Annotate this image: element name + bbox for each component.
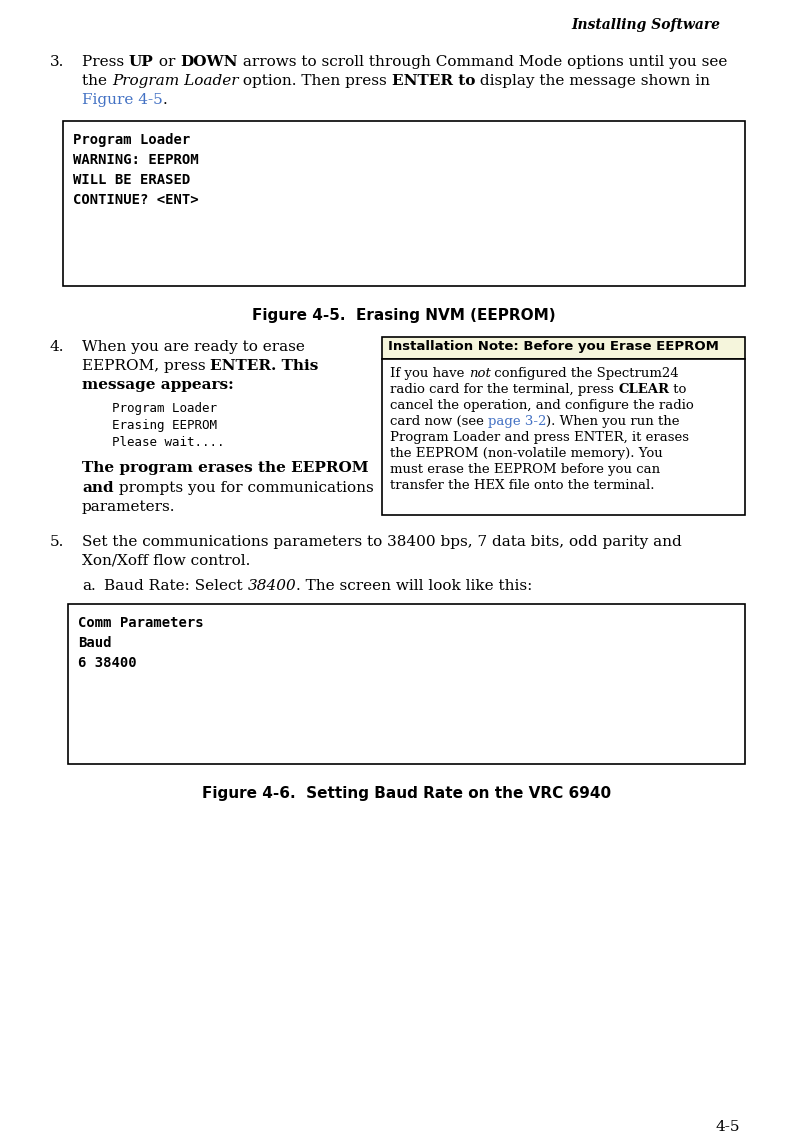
Text: Set the communications parameters to 38400 bps, 7 data bits, odd parity and: Set the communications parameters to 384… — [82, 534, 682, 549]
Text: message appears:: message appears: — [82, 378, 234, 392]
Text: UP: UP — [129, 55, 153, 69]
Text: Figure 4-5.  Erasing NVM (EEPROM): Figure 4-5. Erasing NVM (EEPROM) — [252, 308, 556, 323]
Bar — [63, 121, 745, 286]
Text: WARNING: EEPROM: WARNING: EEPROM — [73, 153, 198, 167]
Text: 5.: 5. — [50, 534, 65, 549]
Text: to: to — [669, 383, 686, 396]
Text: Figure 4-5: Figure 4-5 — [82, 93, 163, 107]
Text: Comm Parameters: Comm Parameters — [78, 616, 204, 630]
Text: 6 38400: 6 38400 — [78, 656, 137, 670]
Text: display the message shown in: display the message shown in — [475, 74, 711, 88]
Text: Baud Rate: Select: Baud Rate: Select — [104, 579, 247, 593]
Text: arrows to scroll through Command Mode options until you see: arrows to scroll through Command Mode op… — [238, 55, 727, 69]
Text: the EEPROM (non-volatile memory). You: the EEPROM (non-volatile memory). You — [390, 447, 663, 460]
Text: configured the Spectrum24: configured the Spectrum24 — [490, 367, 679, 380]
Text: ). When you run the: ). When you run the — [546, 415, 680, 428]
Text: 38400: 38400 — [247, 579, 296, 593]
Text: or: or — [153, 55, 180, 69]
Text: EEPROM, press: EEPROM, press — [82, 359, 210, 373]
Text: must erase the EEPROM before you can: must erase the EEPROM before you can — [390, 463, 660, 476]
Text: CLEAR: CLEAR — [618, 383, 669, 396]
Text: Installing Software: Installing Software — [571, 18, 720, 32]
Bar — [68, 604, 745, 764]
Text: page 3-2: page 3-2 — [488, 415, 546, 428]
Text: and: and — [82, 481, 113, 494]
Text: 4.: 4. — [50, 340, 65, 354]
Text: WILL BE ERASED: WILL BE ERASED — [73, 172, 190, 187]
Text: option. Then press: option. Then press — [238, 74, 392, 88]
Bar — [382, 359, 745, 515]
Text: Installation Note: Before you Erase EEPROM: Installation Note: Before you Erase EEPR… — [388, 340, 719, 353]
Text: .: . — [163, 93, 168, 107]
Text: Program Loader: Program Loader — [73, 132, 190, 147]
Text: parameters.: parameters. — [82, 500, 176, 514]
Text: the: the — [82, 74, 112, 88]
Text: ENTER. This: ENTER. This — [210, 359, 319, 373]
Text: Erasing EEPROM: Erasing EEPROM — [112, 419, 217, 432]
Text: a.: a. — [82, 579, 96, 593]
Text: CONTINUE? <ENT>: CONTINUE? <ENT> — [73, 193, 198, 207]
Text: The program erases the EEPROM: The program erases the EEPROM — [82, 461, 368, 475]
Text: 3.: 3. — [50, 55, 65, 69]
Text: 4-5: 4-5 — [715, 1120, 740, 1134]
Text: Figure 4-6.  Setting Baud Rate on the VRC 6940: Figure 4-6. Setting Baud Rate on the VRC… — [202, 786, 611, 801]
Text: If you have: If you have — [390, 367, 468, 380]
Text: Xon/Xoff flow control.: Xon/Xoff flow control. — [82, 554, 250, 568]
Text: Baud: Baud — [78, 636, 112, 650]
Text: ENTER to: ENTER to — [392, 74, 475, 88]
Text: card now (see: card now (see — [390, 415, 488, 428]
Text: Program Loader and press ENTER, it erases: Program Loader and press ENTER, it erase… — [390, 431, 689, 444]
Text: prompts you for communications: prompts you for communications — [113, 481, 373, 494]
Text: When you are ready to erase: When you are ready to erase — [82, 340, 305, 354]
Text: DOWN: DOWN — [180, 55, 238, 69]
Text: Program Loader: Program Loader — [112, 402, 217, 415]
Text: Press: Press — [82, 55, 129, 69]
Text: . The screen will look like this:: . The screen will look like this: — [296, 579, 533, 593]
Bar — [382, 337, 745, 359]
Text: transfer the HEX file onto the terminal.: transfer the HEX file onto the terminal. — [390, 478, 655, 492]
Text: Please wait....: Please wait.... — [112, 436, 224, 449]
Text: not: not — [468, 367, 490, 380]
Text: Program Loader: Program Loader — [112, 74, 238, 88]
Text: radio card for the terminal, press: radio card for the terminal, press — [390, 383, 618, 396]
Text: cancel the operation, and configure the radio: cancel the operation, and configure the … — [390, 399, 694, 412]
